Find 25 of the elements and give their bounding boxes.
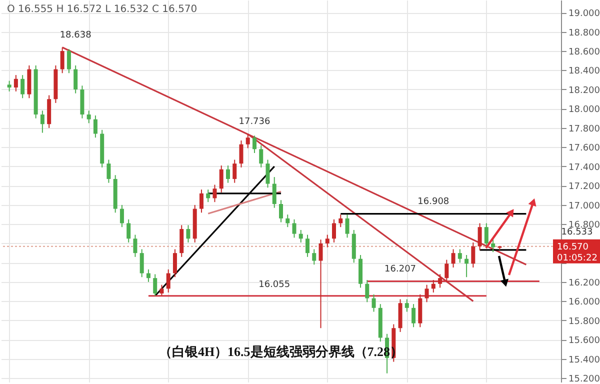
y-tick-label: 17.000 <box>568 201 600 212</box>
y-tick-label: 18.000 <box>568 105 600 116</box>
y-tick-label: 17.800 <box>568 124 600 134</box>
annotation: 01:05:22 <box>557 253 598 264</box>
y-tick-label: 18.800 <box>568 28 600 38</box>
annotation: 16.055 <box>258 280 290 290</box>
y-tick-label: 15.200 <box>568 374 600 384</box>
y-tick-label: 17.200 <box>568 182 600 192</box>
annotation: 17.736 <box>238 117 271 128</box>
y-tick-label: 15.800 <box>568 316 600 327</box>
y-tick-label: 18.400 <box>568 66 600 77</box>
annotation: O 16.555 H 16.572 L 16.532 C 16.570 <box>7 4 198 15</box>
annotation: 16.908 <box>418 196 450 207</box>
y-tick-label: 17.400 <box>568 162 600 173</box>
y-tick-label: 16.000 <box>568 298 600 308</box>
y-tick-label: 18.600 <box>568 47 600 58</box>
y-tick-label: 15.400 <box>568 355 600 366</box>
y-tick-label: 17.600 <box>568 144 600 154</box>
annotation: 16.570 <box>557 242 589 252</box>
y-tick-label: 15.600 <box>568 336 600 346</box>
y-tick-label: 19.000 <box>568 9 600 20</box>
y-tick-label: 18.200 <box>568 86 600 96</box>
annotation: 16.207 <box>384 264 416 274</box>
annotation: 18.638 <box>60 30 92 40</box>
y-tick-label: 16.200 <box>568 278 600 288</box>
